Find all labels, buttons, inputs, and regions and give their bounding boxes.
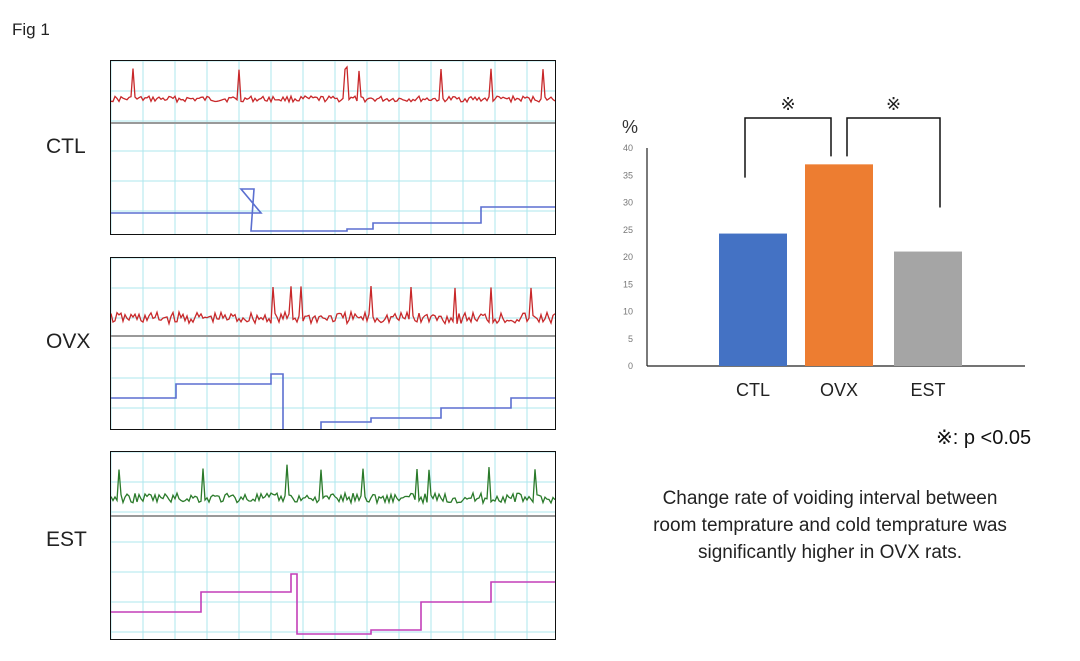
figure-label: Fig 1 [12,20,50,39]
caption-line-1: Change rate of voiding interval between [662,488,998,509]
y-tick-label: 0 [628,361,633,371]
y-axis-label: % [622,117,638,137]
trace-plot-ctl [111,61,555,234]
y-tick-label: 25 [623,225,633,235]
trace-plot-ovx [111,258,555,429]
significance-marker: ※ [780,94,795,115]
trace-label-ovx: OVX [46,330,91,353]
y-tick-label: 5 [628,334,633,344]
trace-label-est: EST [46,528,87,551]
volume-trace [111,573,555,635]
y-tick-label: 30 [623,198,633,208]
bar-chart: % 0 5 10 15 20 25 30 35 40 CTL OVX EST ※ ※ [622,94,1025,400]
significance-note: ※: p <0.05 [936,427,1032,449]
bar-ctl [719,233,787,366]
bar-ovx [805,164,873,366]
pressure-trace [111,65,555,104]
significance-bracket [744,117,832,178]
significance-bracket [846,117,941,208]
x-tick-label: CTL [736,380,770,400]
y-tick-label: 35 [623,170,633,180]
y-tick-label: 10 [623,307,633,317]
bar-est [894,251,962,366]
pressure-trace [111,464,555,506]
caption-line-3: significantly higher in OVX rats. [697,542,962,563]
y-tick-label: 15 [623,279,633,289]
y-tick-label: 20 [623,252,633,262]
significance-marker: ※ [886,94,901,115]
caption-line-2: room temprature and cold temprature was [653,515,1007,536]
pressure-trace [111,286,555,326]
trace-panel-ovx [110,257,556,430]
x-tick-label: OVX [820,380,858,400]
y-tick-label: 40 [623,143,633,153]
x-tick-label: EST [910,380,945,400]
volume-trace [111,188,555,232]
trace-panel-ctl [110,60,556,235]
caption: Change rate of voiding interval between … [600,485,1060,566]
trace-label-ctl: CTL [46,135,86,158]
trace-panel-est [110,451,556,640]
volume-trace [111,373,555,429]
trace-plot-est [111,452,555,639]
